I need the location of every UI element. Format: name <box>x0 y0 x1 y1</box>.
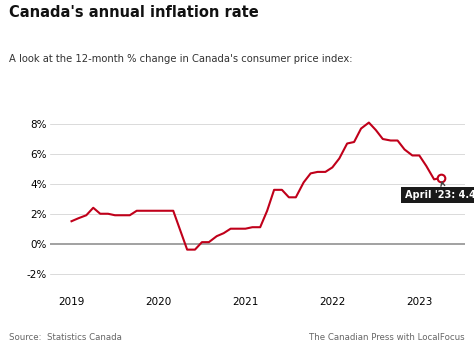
Text: Canada's annual inflation rate: Canada's annual inflation rate <box>9 5 259 20</box>
Text: A look at the 12-month % change in Canada's consumer price index:: A look at the 12-month % change in Canad… <box>9 54 353 64</box>
Text: April '23: 4.4%: April '23: 4.4% <box>404 182 474 200</box>
Text: Source:  Statistics Canada: Source: Statistics Canada <box>9 333 122 342</box>
Text: The Canadian Press with LocalFocus: The Canadian Press with LocalFocus <box>309 333 465 342</box>
